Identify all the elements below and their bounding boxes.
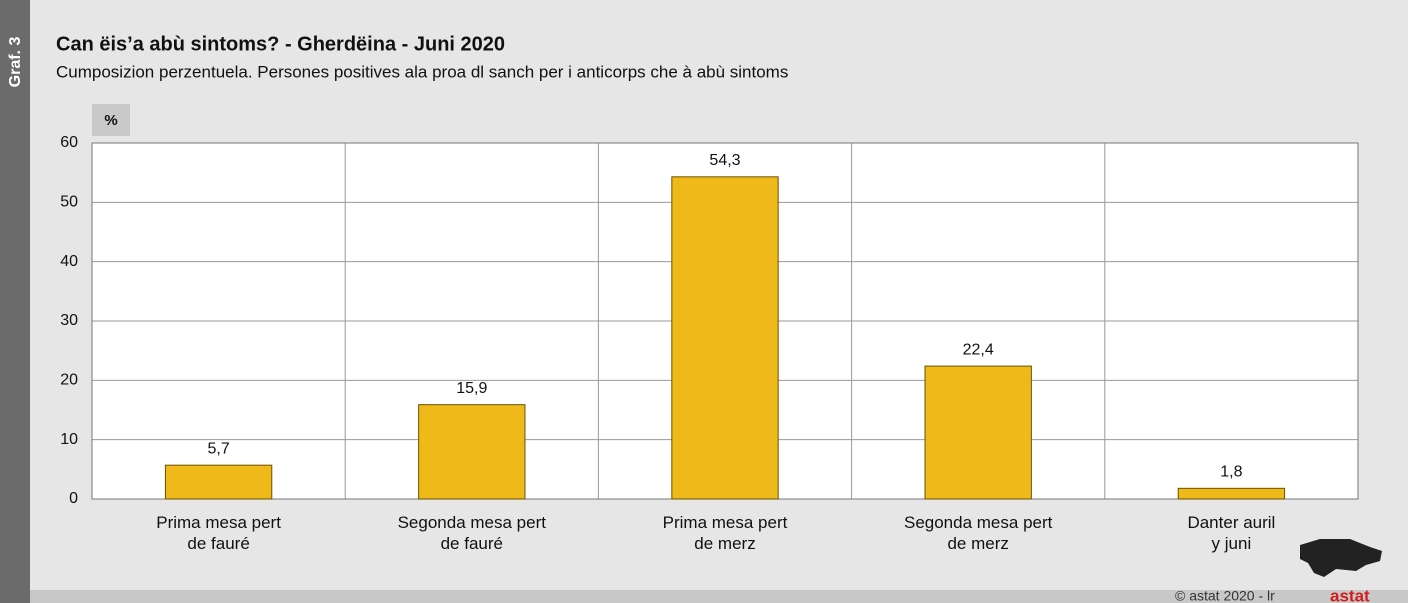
value-label: 22,4 [963,341,994,358]
y-tick-label: 10 [60,431,78,448]
y-tick-label: 50 [60,194,78,211]
x-tick-label: Segonda mesa pert de fauré [397,513,546,553]
bar [671,176,779,500]
side-strip [0,0,30,603]
bar [418,404,526,500]
unit-box [92,104,130,136]
x-tick-label: Prima mesa pert de fauré [156,513,281,553]
x-tick-label: Prima mesa pert de merz [662,513,788,553]
value-label: 15,9 [456,380,487,397]
chart-subtitle: Cumposizion perzentuela. Persones positi… [56,62,788,81]
y-tick-label: 20 [60,372,78,389]
y-tick-label: 0 [69,490,78,507]
x-tick-label: Segonda mesa pert de merz [903,513,1053,553]
y-tick-label: 60 [60,134,78,151]
chart-title: Can ëis’a abù sintoms? - Gherdëina - Jun… [56,33,505,55]
logo-map [1300,539,1382,577]
value-label: 54,3 [709,152,740,169]
bar [164,464,273,500]
y-axis-unit: % [104,112,117,129]
bar [1177,487,1286,500]
logo-text: astat [1330,586,1370,603]
bar [924,365,1032,500]
copyright: © astat 2020 - lr [1175,588,1275,603]
x-tick-label: Danter auril y juni [1187,513,1276,553]
value-label: 1,8 [1220,464,1242,481]
y-tick-label: 40 [60,253,78,270]
bottom-strip [30,590,1408,603]
value-label: 5,7 [207,440,229,457]
y-tick-label: 30 [60,312,78,329]
graph-number: Graf. 3 [7,37,24,88]
